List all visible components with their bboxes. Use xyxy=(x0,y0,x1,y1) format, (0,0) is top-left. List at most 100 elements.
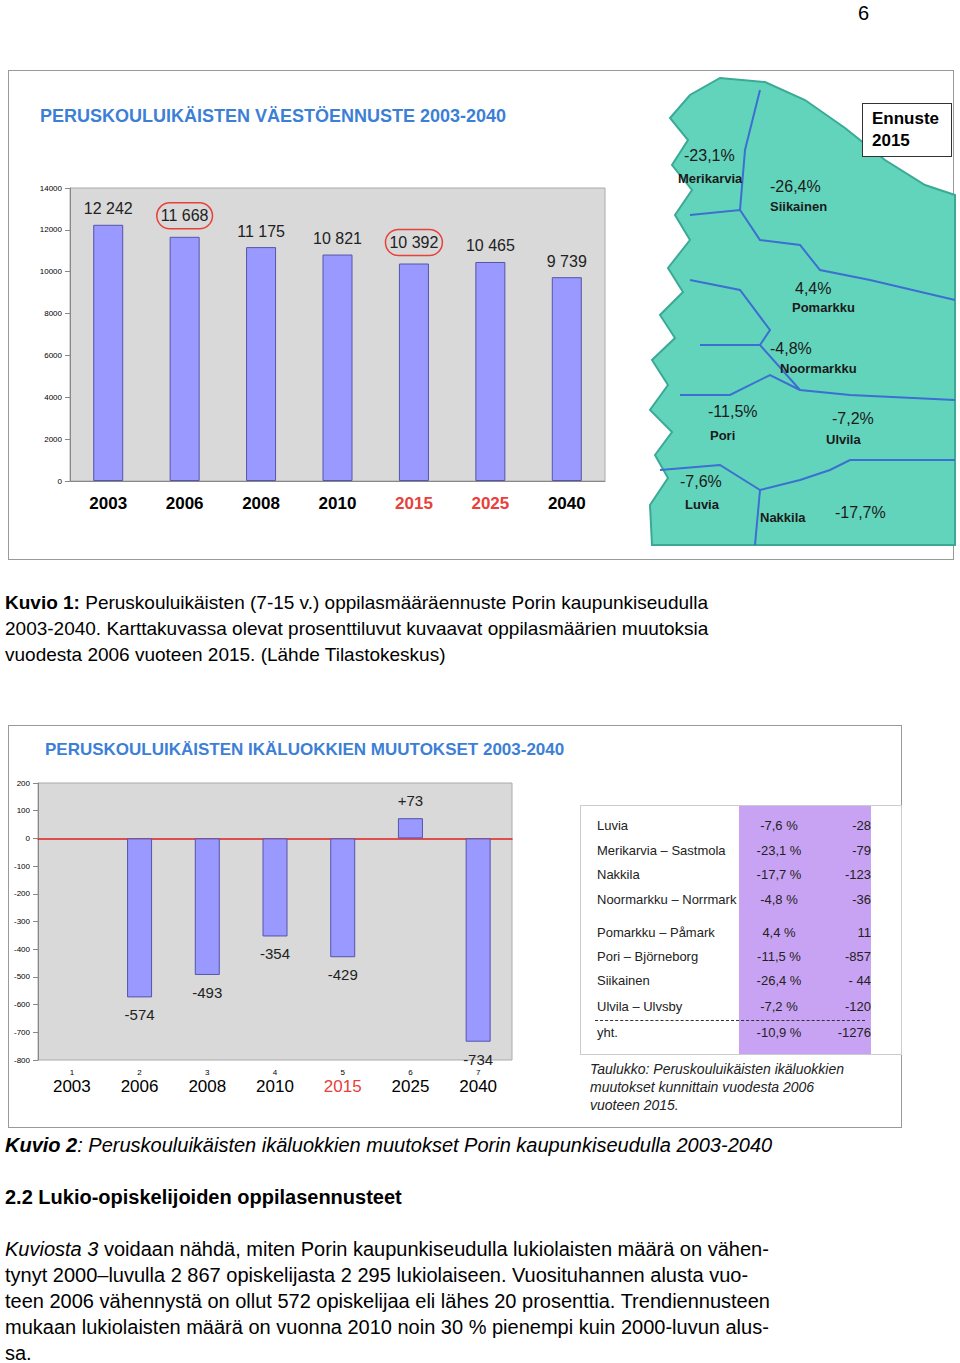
svg-text:5: 5 xyxy=(340,1068,345,1077)
svg-text:11 668: 11 668 xyxy=(161,207,209,224)
html-text:vuodesta 2006 vuoteen 2015. (L: vuodesta 2006 vuoteen 2015. (Lähde Tilas… xyxy=(5,644,446,665)
html-text:Ulvila: Ulvila xyxy=(826,432,861,447)
html-text:2.2 Lukio-opiskelijoiden oppil: 2.2 Lukio-opiskelijoiden oppilasennustee… xyxy=(5,1186,402,1208)
html-text:-4,8 %: -4,8 % xyxy=(760,892,798,907)
html-text:-17,7%: -17,7% xyxy=(835,504,886,521)
html-text:-79: -79 xyxy=(852,843,871,858)
html-text:-26,4%: -26,4% xyxy=(770,178,821,195)
svg-text:2003: 2003 xyxy=(89,494,127,513)
svg-text:1: 1 xyxy=(70,1068,75,1077)
svg-text:10 821: 10 821 xyxy=(313,230,362,247)
svg-text:2006: 2006 xyxy=(121,1077,159,1096)
svg-text:11 175: 11 175 xyxy=(237,223,285,240)
svg-text:-800: -800 xyxy=(14,1056,31,1065)
svg-text:PERUSKOULUIKÄISTEN IKÄLUOKKIEN: PERUSKOULUIKÄISTEN IKÄLUOKKIEN MUUTOKSET… xyxy=(45,740,564,759)
svg-text:-734: -734 xyxy=(463,1051,493,1068)
svg-text:2040: 2040 xyxy=(548,494,586,513)
html-text:sa.: sa. xyxy=(5,1342,32,1363)
svg-text:-493: -493 xyxy=(192,984,222,1001)
svg-text:+73: +73 xyxy=(398,792,423,809)
svg-text:12000: 12000 xyxy=(40,225,63,234)
svg-text:2040: 2040 xyxy=(459,1077,497,1096)
html-text:-28: -28 xyxy=(852,818,871,833)
svg-text:6: 6 xyxy=(408,1068,413,1077)
svg-text:2008: 2008 xyxy=(242,494,280,513)
svg-text:-400: -400 xyxy=(14,945,31,954)
svg-text:2025: 2025 xyxy=(471,494,509,513)
html-text:-7,6 %: -7,6 % xyxy=(760,818,798,833)
svg-text:2015: 2015 xyxy=(324,1077,362,1096)
html-text:-11,5%: -11,5% xyxy=(708,403,758,420)
svg-text:3: 3 xyxy=(205,1068,210,1077)
html-text:muutokset kunnittain vuodesta: muutokset kunnittain vuodesta 2006 xyxy=(590,1079,815,1095)
svg-text:4000: 4000 xyxy=(44,393,62,402)
svg-text:2015: 2015 xyxy=(395,494,433,513)
svg-text:-500: -500 xyxy=(14,972,31,981)
svg-text:6000: 6000 xyxy=(44,351,62,360)
svg-text:-354: -354 xyxy=(260,945,290,962)
svg-text:2025: 2025 xyxy=(392,1077,430,1096)
svg-text:0: 0 xyxy=(58,477,63,486)
html-text:Nakkila: Nakkila xyxy=(760,510,806,525)
html-text:-17,7 %: -17,7 % xyxy=(756,867,802,882)
html-text:Pori – Björneborg: Pori – Björneborg xyxy=(597,949,699,964)
html-text:-4,8%: -4,8% xyxy=(770,340,812,357)
html-text:Kuvio 1: Peruskouluikäisten (7: Kuvio 1: Peruskouluikäisten (7-15 v.) op… xyxy=(5,592,708,613)
html-text:teen 2006 vähennystä on ollut: teen 2006 vähennystä on ollut 572 opiske… xyxy=(5,1290,770,1312)
svg-text:0: 0 xyxy=(26,834,31,843)
svg-text:-700: -700 xyxy=(14,1028,31,1037)
svg-text:2000: 2000 xyxy=(44,435,62,444)
svg-text:-600: -600 xyxy=(14,1000,31,1009)
html-text:2003-2040. Karttakuvassa oleva: 2003-2040. Karttakuvassa olevat prosentt… xyxy=(5,618,709,639)
html-text:Luvia: Luvia xyxy=(597,818,629,833)
html-text:-7,6%: -7,6% xyxy=(680,473,722,490)
html-text:Kuvio 2: Peruskouluikäisten ik: Kuvio 2: Peruskouluikäisten ikäluokkien … xyxy=(5,1134,773,1156)
html-text:Noormarkku: Noormarkku xyxy=(780,361,857,376)
html-text:-23,1 %: -23,1 % xyxy=(756,843,802,858)
svg-text:PERUSKOULUIKÄISTEN VÄESTÖENNUS: PERUSKOULUIKÄISTEN VÄESTÖENNUSTE 2003-20… xyxy=(40,106,506,126)
svg-text:10 392: 10 392 xyxy=(389,234,438,251)
html-text:Pomarkku – Påmark: Pomarkku – Påmark xyxy=(597,925,715,940)
html-text:Siikainen: Siikainen xyxy=(770,199,828,214)
svg-text:8000: 8000 xyxy=(44,309,62,318)
html-text:-23,1%: -23,1% xyxy=(684,147,735,164)
html-text:4,4 %: 4,4 % xyxy=(762,925,796,940)
html-text:-36: -36 xyxy=(852,892,871,907)
html-text:Ennuste 2015: Ennuste 2015 xyxy=(872,109,940,150)
html-text:Merikarvia – Sastmola: Merikarvia – Sastmola xyxy=(597,843,726,858)
svg-text:-100: -100 xyxy=(14,862,31,871)
svg-text:-300: -300 xyxy=(14,917,31,926)
html-text:Merikarvia: Merikarvia xyxy=(678,171,743,186)
svg-text:2006: 2006 xyxy=(166,494,204,513)
html-text:vuoteen 2015.: vuoteen 2015. xyxy=(590,1097,679,1113)
html-text:Pomarkku: Pomarkku xyxy=(792,300,855,315)
svg-text:2003: 2003 xyxy=(53,1077,91,1096)
html-text:tynyt 2000–luvulla 2 867 opisk: tynyt 2000–luvulla 2 867 opiskelijasta 2… xyxy=(5,1264,749,1286)
svg-text:12 242: 12 242 xyxy=(84,200,133,217)
html-text:Nakkila: Nakkila xyxy=(597,867,640,882)
svg-text:-574: -574 xyxy=(125,1006,155,1023)
svg-text:2008: 2008 xyxy=(188,1077,226,1096)
svg-text:9 739: 9 739 xyxy=(547,253,587,270)
svg-text:-200: -200 xyxy=(14,889,31,898)
svg-text:10000: 10000 xyxy=(40,267,63,276)
svg-text:2010: 2010 xyxy=(256,1077,294,1096)
svg-text:2010: 2010 xyxy=(319,494,357,513)
html-text:-123: -123 xyxy=(845,867,871,882)
html-text:mukaan lukiolaisten määrä on v: mukaan lukiolaisten määrä on vuonna 2010… xyxy=(5,1316,769,1338)
svg-text:14000: 14000 xyxy=(40,184,63,193)
svg-text:200: 200 xyxy=(17,779,31,788)
html-text:Luvia: Luvia xyxy=(685,497,719,512)
svg-text:10 465: 10 465 xyxy=(466,237,515,254)
html-text:Taulukko: Peruskouluikäisten i: Taulukko: Peruskouluikäisten ikäluokkien xyxy=(590,1061,844,1077)
svg-text:-429: -429 xyxy=(328,966,358,983)
svg-text:100: 100 xyxy=(17,806,31,815)
html-text:Kuviosta 3 voidaan nähdä, mite: Kuviosta 3 voidaan nähdä, miten Porin ka… xyxy=(5,1238,769,1260)
html-text:-7,2%: -7,2% xyxy=(832,410,874,427)
svg-text:4: 4 xyxy=(273,1068,278,1077)
svg-text:2: 2 xyxy=(137,1068,142,1077)
html-text:Pori: Pori xyxy=(710,428,736,443)
svg-text:7: 7 xyxy=(476,1068,481,1077)
html-text:Noormarkku – Norrmark: Noormarkku – Norrmark xyxy=(597,892,737,907)
html-text:4,4%: 4,4% xyxy=(795,280,832,297)
